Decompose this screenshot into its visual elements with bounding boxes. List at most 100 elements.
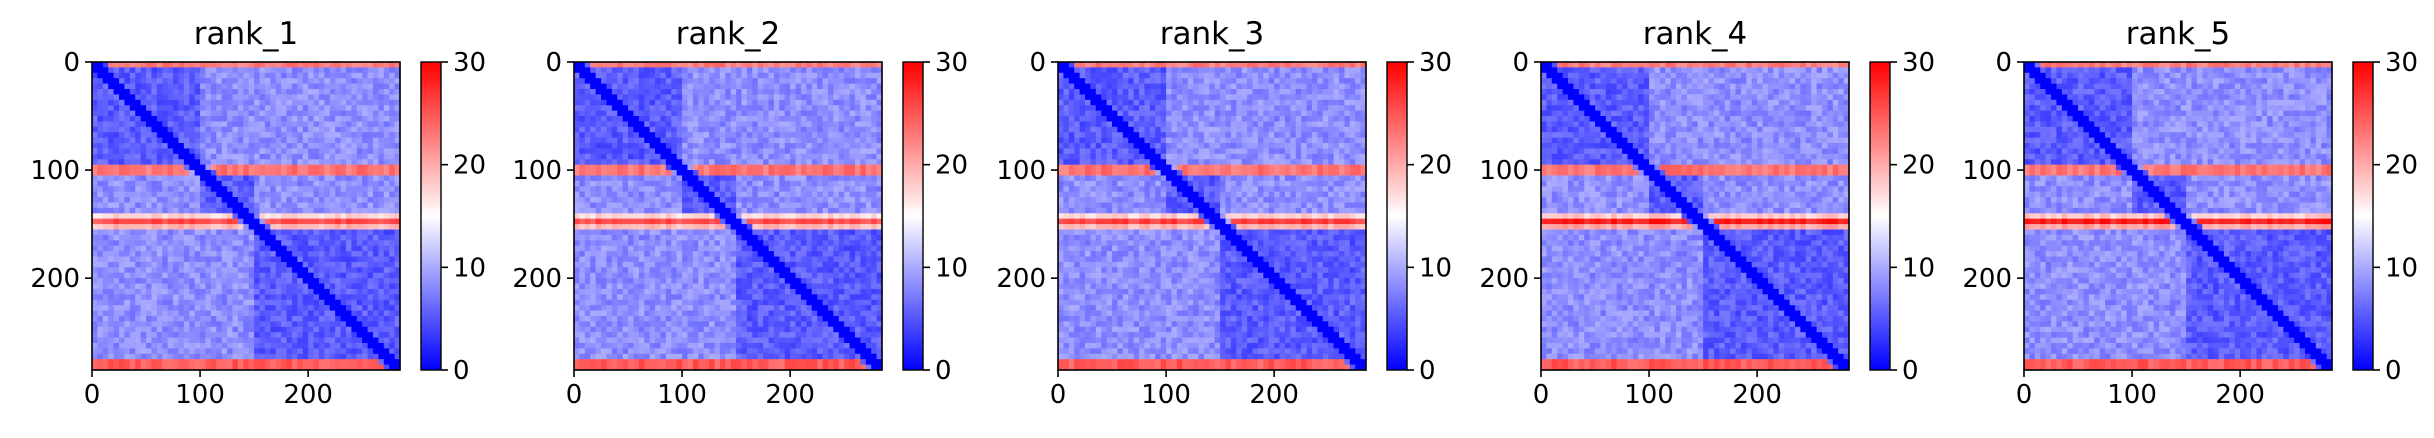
heatmap-cell — [692, 99, 699, 106]
heatmap-cell — [189, 283, 196, 290]
heatmap-cell — [318, 321, 325, 328]
heatmap-cell — [389, 72, 396, 79]
heatmap-cell — [124, 72, 131, 79]
heatmap-cell — [162, 294, 169, 301]
heatmap-cell — [308, 305, 315, 312]
heatmap-cell — [259, 67, 266, 74]
heatmap-cell — [351, 186, 358, 193]
heatmap-cell — [205, 202, 212, 209]
heatmap-cell — [270, 186, 277, 193]
heatmap-cell — [649, 164, 656, 171]
heatmap-cell — [146, 186, 153, 193]
heatmap-cell — [162, 321, 169, 328]
heatmap-cell — [372, 197, 379, 204]
heatmap-cell — [162, 359, 169, 366]
heatmap-cell — [264, 159, 271, 166]
heatmap-cell — [124, 148, 131, 155]
heatmap-cell — [329, 288, 336, 295]
heatmap-cell — [151, 299, 158, 306]
heatmap-cell — [173, 67, 180, 74]
heatmap-cell — [232, 78, 239, 85]
heatmap-cell — [237, 83, 244, 90]
heatmap-cell — [682, 83, 689, 90]
heatmap-cell — [595, 170, 602, 177]
heatmap-cell — [854, 213, 861, 220]
heatmap-cell — [227, 240, 234, 247]
heatmap-cell — [719, 67, 726, 74]
heatmap-cell — [183, 229, 190, 236]
heatmap-cell — [237, 261, 244, 268]
heatmap-cell — [275, 72, 282, 79]
heatmap-cell — [275, 267, 282, 274]
heatmap-cell — [698, 170, 705, 177]
heatmap-cell — [162, 332, 169, 339]
heatmap-cell — [752, 126, 759, 133]
heatmap-cell — [313, 218, 320, 225]
heatmap-cell — [773, 191, 780, 198]
heatmap-cell — [97, 267, 104, 274]
heatmap-cell — [183, 99, 190, 106]
heatmap-cell — [329, 261, 336, 268]
heatmap-cell — [151, 153, 158, 160]
heatmap-cell — [779, 67, 786, 74]
heatmap-cell — [200, 137, 207, 144]
heatmap-cell — [682, 72, 689, 79]
heatmap-cell — [633, 94, 640, 101]
heatmap-cell — [129, 348, 136, 355]
heatmap-cell — [378, 234, 385, 241]
heatmap-cell — [860, 186, 867, 193]
heatmap-cell — [205, 62, 212, 68]
heatmap-cell — [378, 326, 385, 333]
heatmap-cell — [394, 153, 401, 160]
heatmap-cell — [340, 99, 347, 106]
heatmap-cell — [146, 121, 153, 128]
heatmap-cell — [324, 218, 331, 225]
heatmap-cell — [189, 110, 196, 117]
heatmap-cell — [351, 121, 358, 128]
heatmap-cell — [617, 89, 624, 96]
heatmap-cell — [671, 170, 678, 177]
heatmap-cell — [119, 99, 126, 106]
heatmap-cell — [216, 224, 223, 231]
heatmap-cell — [736, 153, 743, 160]
heatmap-cell — [329, 67, 336, 74]
heatmap-cell — [362, 213, 369, 220]
heatmap-cell — [221, 337, 228, 344]
heatmap-cell — [676, 126, 683, 133]
heatmap-cell — [318, 294, 325, 301]
heatmap-cell — [313, 175, 320, 182]
heatmap-cell — [324, 267, 331, 274]
heatmap-cell — [270, 272, 277, 279]
heatmap-cell — [687, 94, 694, 101]
heatmap-cell — [736, 180, 743, 187]
heatmap-cell — [248, 83, 255, 90]
heatmap-cell — [237, 78, 244, 85]
heatmap-cell — [194, 342, 201, 349]
heatmap-cell — [162, 305, 169, 312]
heatmap-cell — [660, 99, 667, 106]
heatmap-cell — [351, 132, 358, 139]
heatmap-cell — [162, 251, 169, 258]
heatmap-cell — [237, 342, 244, 349]
heatmap-cell — [205, 267, 212, 274]
heatmap-cell — [660, 110, 667, 117]
heatmap-cell — [844, 153, 851, 160]
heatmap-cell — [167, 126, 174, 133]
heatmap-cell — [335, 310, 342, 317]
heatmap-cell — [102, 229, 109, 236]
heatmap-cell — [92, 305, 98, 312]
heatmap-cell — [281, 213, 288, 220]
heatmap-cell — [102, 67, 109, 74]
heatmap-cell — [129, 315, 136, 322]
heatmap-cell — [221, 72, 228, 79]
heatmap-cell — [746, 78, 753, 85]
heatmap-cell — [854, 202, 861, 209]
heatmap-cell — [200, 315, 207, 322]
heatmap-cell — [243, 116, 250, 123]
colorbar-tick-label: 20 — [453, 151, 486, 181]
heatmap-cell — [286, 299, 293, 306]
heatmap-cell — [351, 278, 358, 285]
heatmap-cell — [372, 299, 379, 306]
heatmap-cell — [146, 137, 153, 144]
heatmap-cell — [394, 110, 401, 117]
